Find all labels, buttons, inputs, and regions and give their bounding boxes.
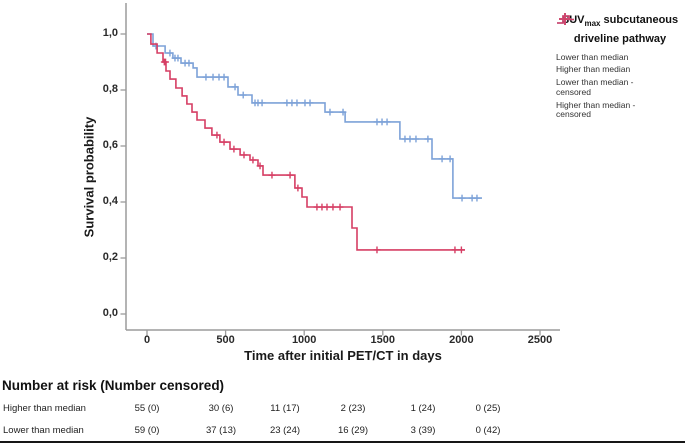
risk-cell: 11 (17) [270, 403, 300, 414]
x-tick-label: 2500 [527, 334, 553, 346]
y-tick-label: 1,0 [102, 27, 118, 39]
y-tick-label: 0,0 [102, 307, 118, 319]
risk-cell: 3 (39) [410, 425, 436, 436]
risk-cell: 1 (24) [410, 403, 436, 414]
risk-cell: 0 (25) [475, 403, 501, 414]
risk-cell: 16 (29) [337, 425, 369, 436]
x-tick-label: 1000 [291, 334, 317, 346]
y-tick-label: 0,4 [102, 195, 118, 207]
risk-cell: 2 (23) [340, 403, 366, 414]
survival-curve-higher-than-median [147, 33, 465, 251]
risk-cell: 0 (42) [475, 425, 501, 436]
x-tick-label: 500 [216, 334, 235, 346]
legend-title-subscript: max [584, 19, 601, 29]
y-axis-title: Survival probability [81, 116, 97, 238]
risk-cell: 30 (6) [208, 403, 234, 414]
legend-title-suffix: subcutaneous [600, 14, 679, 26]
risk-cell: 55 (0) [134, 403, 160, 414]
y-tick-label: 0,6 [102, 139, 118, 151]
legend-item-label: Lower than median [556, 51, 629, 62]
x-axis-title: Time after initial PET/CT in days [244, 348, 442, 363]
legend-censored-plus-icon [559, 13, 571, 25]
x-tick-label: 0 [143, 334, 151, 346]
risk-cell: 37 (13) [205, 425, 237, 436]
x-tick-label: 2000 [449, 334, 474, 346]
legend-item-list: Lower than median Higher than median Lower… [556, 13, 684, 121]
legend-title-line2: driveline pathway [573, 32, 667, 45]
legend-item: Lower than median [556, 15, 684, 63]
km-plot-canvas [120, 3, 560, 336]
legend-item: Higher than median - censored [556, 13, 684, 121]
legend: SUVmax subcutaneous driveline pathway Lo… [556, 12, 684, 121]
figure-bottom-border [0, 441, 685, 443]
legend-title: SUVmax subcutaneous driveline pathway [556, 12, 684, 48]
risk-table-header: Number at risk (Number censored) [2, 378, 225, 393]
legend-item: Higher than median [556, 15, 684, 75]
y-tick-label: 0,2 [102, 251, 118, 263]
risk-row-label: Lower than median [3, 425, 84, 436]
risk-cell: 23 (24) [269, 425, 301, 436]
y-tick-label: 0,8 [102, 83, 118, 95]
risk-row-label: Higher than median [3, 403, 86, 414]
risk-cell: 59 (0) [134, 425, 160, 436]
legend-item: Lower than median - censored [556, 13, 684, 98]
legend-item-label: Higher than median - censored [556, 99, 636, 120]
legend-item-label: Higher than median [556, 64, 631, 75]
x-tick-label: 1500 [370, 334, 396, 346]
legend-item-label: Lower than median - censored [556, 77, 634, 97]
